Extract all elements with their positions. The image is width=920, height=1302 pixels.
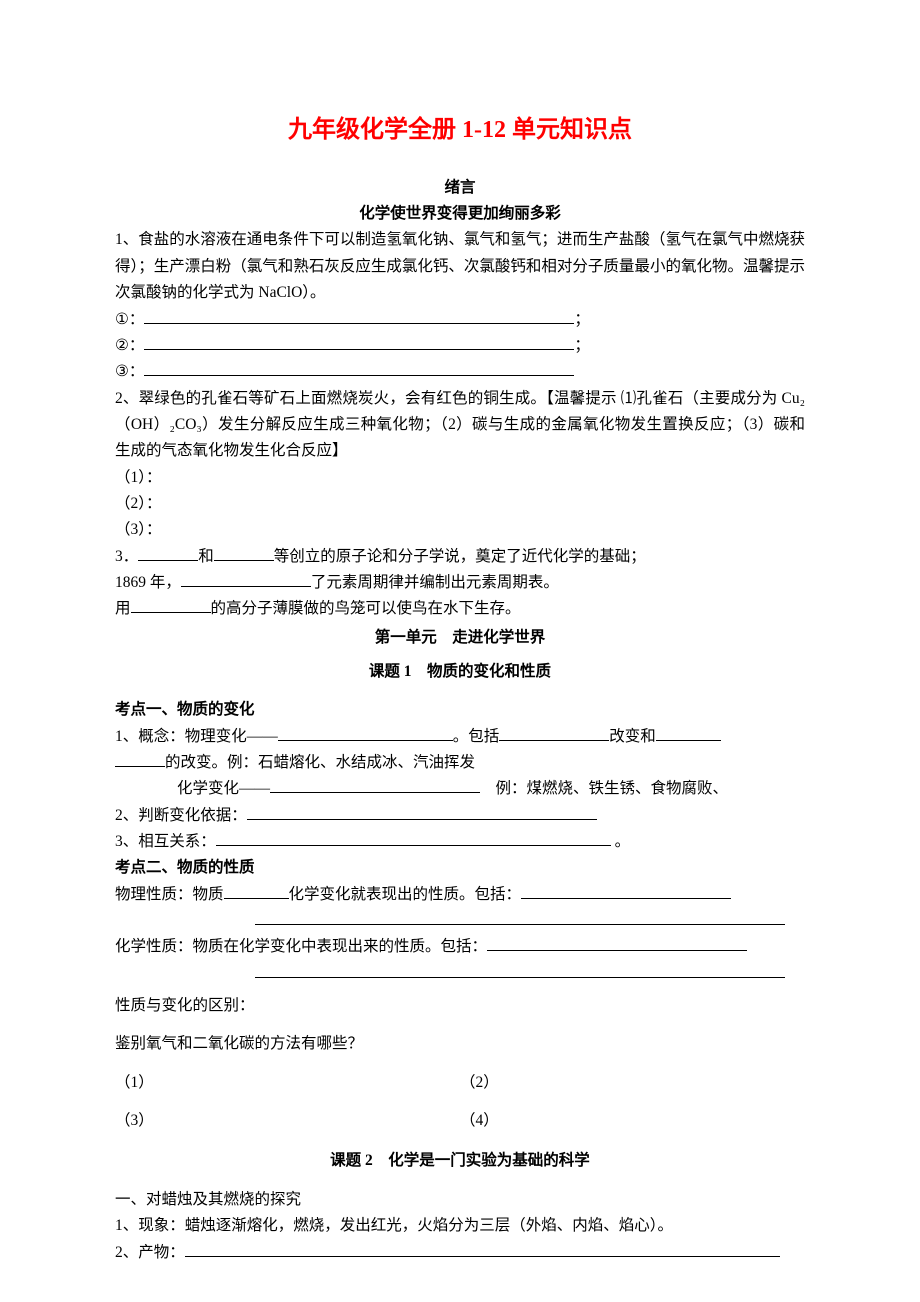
blank-line — [144, 349, 574, 350]
blank-line — [255, 924, 785, 925]
p5a: 用 — [115, 600, 131, 617]
option-4: （4） — [460, 1108, 805, 1134]
choice-1-label: ①： — [115, 311, 144, 328]
l5b: 。 — [615, 833, 631, 850]
blank-line — [181, 586, 311, 587]
preface-p5: 用 的高分子薄膜做的鸟笼可以使鸟在水下生存。 — [115, 596, 805, 622]
p3c: 等创立的原子论和分子学说，奠定了近代化学的基础； — [274, 548, 646, 565]
l1a: 1、概念：物理变化—— — [115, 728, 278, 745]
l1-line7b — [115, 961, 805, 987]
l1-line9: 鉴别氧气和二氧化碳的方法有哪些？ — [115, 1031, 805, 1057]
l4a: 2、判断变化依据： — [115, 807, 247, 824]
p5b: 的高分子薄膜做的鸟笼可以使鸟在水下生存。 — [211, 600, 521, 617]
blank-line — [499, 740, 609, 741]
blank-line — [521, 898, 731, 899]
p4b: 了元素周期律并编制出元素周期表。 — [311, 574, 559, 591]
blank-line — [247, 819, 597, 820]
semi: ； — [574, 337, 590, 354]
kaodian-1: 考点一、物质的变化 — [115, 697, 805, 723]
l6a: 物理性质：物质 — [115, 886, 224, 903]
blank-line — [131, 612, 211, 613]
l1c: 改变和 — [609, 728, 656, 745]
blank-line — [270, 792, 480, 793]
p3a: 3． — [115, 548, 138, 565]
l1-line2: 的改变。例：石蜡熔化、水结成冰、汽油挥发 — [115, 750, 805, 776]
option-3: （3） — [115, 1108, 460, 1134]
l2-line2: 1、现象：蜡烛逐渐熔化，燃烧，发出红光，火焰分为三层（外焰、内焰、焰心）。 — [115, 1213, 805, 1239]
choice-2-label: ②： — [115, 337, 144, 354]
l5a: 3、相互关系： — [115, 833, 216, 850]
l2-line1: 一、对蜡烛及其燃烧的探究 — [115, 1187, 805, 1213]
blank-line — [224, 898, 289, 899]
l1-line1: 1、概念：物理变化—— 。包括 改变和 — [115, 724, 805, 750]
l1-line6b — [115, 908, 805, 934]
choice-3-label: ③： — [115, 363, 144, 380]
options-row-1: （1） （2） — [115, 1070, 805, 1096]
l3a: 化学变化—— — [177, 780, 270, 797]
l7a: 化学性质：物质在化学变化中表现出来的性质。包括： — [115, 938, 487, 955]
preface-choice-2: ②： ； — [115, 333, 805, 359]
blank-line — [214, 560, 274, 561]
blank-line — [138, 560, 198, 561]
l1-line7: 化学性质：物质在化学变化中表现出来的性质。包括： — [115, 934, 805, 960]
l3b: 例：煤燃烧、铁生锈、食物腐败、 — [480, 780, 728, 797]
l2-line3: 2、产物： — [115, 1240, 805, 1266]
blank-line — [487, 950, 747, 951]
blank-line — [115, 766, 165, 767]
l1-line3: 化学变化—— 例：煤燃烧、铁生锈、食物腐败、 — [115, 776, 805, 802]
l2a: 的改变。例：石蜡熔化、水结成冰、汽油挥发 — [165, 754, 475, 771]
blank-line — [185, 1256, 780, 1257]
preface-choice-1: ①： ； — [115, 307, 805, 333]
blank-line — [656, 740, 721, 741]
l6b: 化学变化就表现出的性质。包括： — [289, 886, 522, 903]
preface-p4: 1869 年， 了元素周期律并编制出元素周期表。 — [115, 570, 805, 596]
lesson1-title: 课题 1 物质的变化和性质 — [115, 659, 805, 685]
options-row-2: （3） （4） — [115, 1108, 805, 1134]
preface-subtitle: 化学使世界变得更加绚丽多彩 — [115, 201, 805, 227]
l1b: 。包括 — [453, 728, 500, 745]
preface-p1: 1、食盐的水溶液在通电条件下可以制造氢氧化钠、氯气和氢气；进而生产盐酸（氢气在氯… — [115, 227, 805, 306]
l1-line5: 3、相互关系： 。 — [115, 829, 805, 855]
l1-line6: 物理性质：物质 化学变化就表现出的性质。包括： — [115, 882, 805, 908]
option-2: （2） — [460, 1070, 805, 1096]
preface-s1: （1）： — [115, 465, 805, 491]
preface-s2: （2）： — [115, 491, 805, 517]
option-1: （1） — [115, 1070, 460, 1096]
blank-line — [255, 977, 785, 978]
p4a: 1869 年， — [115, 574, 181, 591]
preface-label: 绪言 — [115, 175, 805, 201]
preface-choice-3: ③： — [115, 359, 805, 385]
preface-p2: 2、翠绿色的孔雀石等矿石上面燃烧炭火，会有红色的铜生成。【温馨提示 ⑴孔雀石（主… — [115, 386, 805, 465]
blank-line — [278, 740, 453, 741]
document-title: 九年级化学全册 1-12 单元知识点 — [115, 110, 805, 151]
blank-line — [216, 845, 611, 846]
blank-line — [144, 323, 574, 324]
unit1-title: 第一单元 走进化学世界 — [115, 625, 805, 651]
preface-p3: 3． 和 等创立的原子论和分子学说，奠定了近代化学的基础； — [115, 544, 805, 570]
l1-line8: 性质与变化的区别： — [115, 993, 805, 1019]
l2-l3a: 2、产物： — [115, 1244, 185, 1261]
p3b: 和 — [198, 548, 214, 565]
lesson2-title: 课题 2 化学是一门实验为基础的科学 — [115, 1148, 805, 1174]
preface-s3: （3）： — [115, 517, 805, 543]
kaodian-2: 考点二、物质的性质 — [115, 855, 805, 881]
blank-line — [144, 375, 574, 376]
semi: ； — [574, 311, 590, 328]
l1-line4: 2、判断变化依据： — [115, 803, 805, 829]
